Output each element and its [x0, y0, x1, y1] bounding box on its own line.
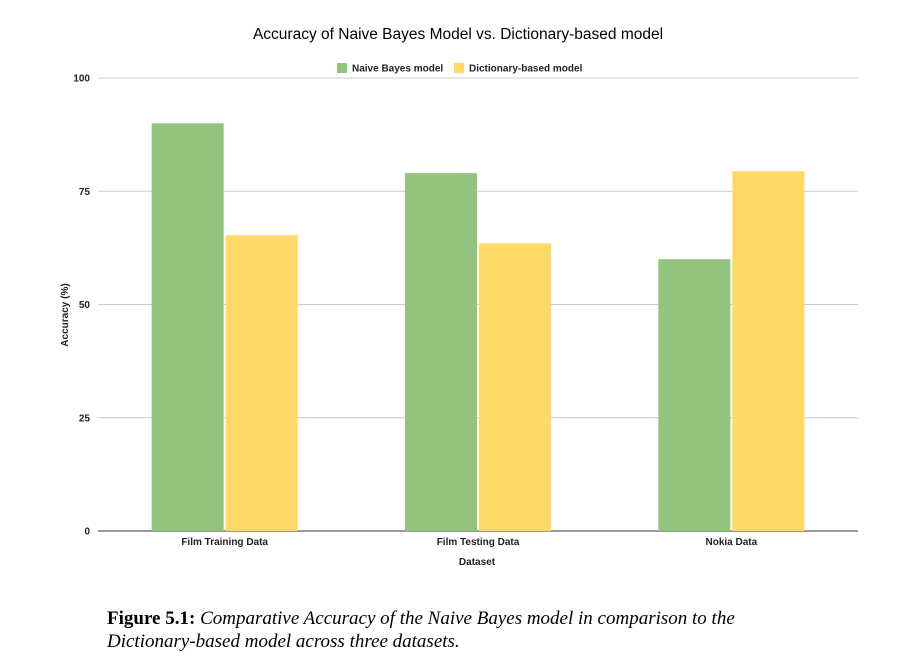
x-tick-label: Nokia Data: [705, 537, 757, 548]
y-tick-label: 100: [73, 74, 90, 85]
y-tick-label: 75: [79, 187, 91, 198]
y-tick-label: 0: [84, 527, 90, 538]
legend-swatch-dictionary-based: [454, 63, 464, 73]
caption-text: Comparative Accuracy of the Naive Bayes …: [107, 608, 735, 652]
bar-dictionary-based-0: [225, 235, 298, 532]
caption-label: Figure 5.1:: [107, 608, 196, 629]
figure-caption: Figure 5.1: Comparative Accuracy of the …: [107, 607, 827, 653]
gridlines: [98, 77, 858, 532]
bar-naive-bayes-1: [405, 173, 477, 531]
y-axis-ticks: 0 25 50 75 100: [73, 74, 90, 538]
x-tick-label: Film Testing Data: [437, 537, 520, 548]
x-axis-ticks: Film Training Data Film Testing Data Nokia…: [181, 537, 757, 548]
x-tick-label: Film Training Data: [181, 537, 268, 548]
legend: Naive Bayes model Dictionary-based model: [337, 63, 583, 75]
bar-naive-bayes-2: [658, 259, 731, 531]
x-axis-title: Dataset: [459, 557, 496, 568]
bars: [151, 123, 805, 532]
bar-dictionary-based-1: [479, 243, 551, 531]
legend-swatch-naive-bayes: [337, 63, 347, 73]
legend-label-naive-bayes: Naive Bayes model: [352, 64, 443, 75]
y-axis-title: Accuracy (%): [60, 283, 71, 346]
accuracy-bar-chart: Accuracy of Naive Bayes Model vs. Dictio…: [60, 26, 858, 568]
y-tick-label: 25: [79, 413, 91, 424]
bar-naive-bayes-0: [151, 123, 224, 532]
legend-label-dictionary-based: Dictionary-based model: [469, 64, 583, 75]
y-tick-label: 50: [79, 300, 91, 311]
bar-dictionary-based-2: [732, 171, 805, 531]
chart-title: Accuracy of Naive Bayes Model vs. Dictio…: [253, 26, 663, 43]
